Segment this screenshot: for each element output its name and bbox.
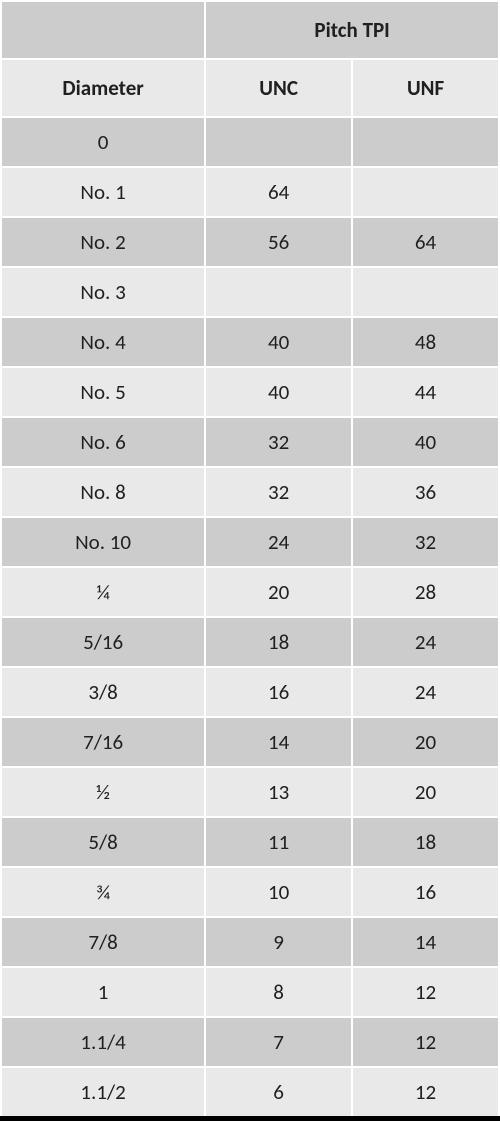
cell-diameter: No. 1 — [1, 167, 205, 217]
cell-diameter: No. 4 — [1, 317, 205, 367]
cell-diameter: ¾ — [1, 867, 205, 917]
cell-unf: 24 — [352, 617, 499, 667]
table-row: 1.1/2 6 12 — [1, 1067, 499, 1119]
cell-unf: 32 — [352, 517, 499, 567]
cell-unf — [352, 267, 499, 317]
table-row: No. 5 40 44 — [1, 367, 499, 417]
table-row: No. 10 24 32 — [1, 517, 499, 567]
cell-diameter: No. 8 — [1, 467, 205, 517]
cell-unf: 64 — [352, 217, 499, 267]
thread-pitch-table-container: Pitch TPI Diameter UNC UNF 0 No. 1 64 No… — [0, 0, 500, 1121]
cell-diameter: ½ — [1, 767, 205, 817]
table-row: 1.1/4 7 12 — [1, 1017, 499, 1067]
cell-diameter: No. 10 — [1, 517, 205, 567]
cell-unf: 40 — [352, 417, 499, 467]
cell-unc: 13 — [205, 767, 352, 817]
cell-unc: 10 — [205, 867, 352, 917]
cell-unc: 24 — [205, 517, 352, 567]
table-row: 3/8 16 24 — [1, 667, 499, 717]
table-row: ¾ 10 16 — [1, 867, 499, 917]
cell-unc: 20 — [205, 567, 352, 617]
cell-diameter: No. 3 — [1, 267, 205, 317]
cell-unf: 36 — [352, 467, 499, 517]
cell-unc: 9 — [205, 917, 352, 967]
cell-unf: 28 — [352, 567, 499, 617]
cell-unf — [352, 167, 499, 217]
cell-unc: 32 — [205, 417, 352, 467]
table-body: 0 No. 1 64 No. 2 56 64 No. 3 No. 4 — [1, 117, 499, 1119]
cell-unc: 64 — [205, 167, 352, 217]
table-row: 7/8 9 14 — [1, 917, 499, 967]
cell-diameter: 0 — [1, 117, 205, 167]
table-row: No. 2 56 64 — [1, 217, 499, 267]
cell-unc: 11 — [205, 817, 352, 867]
cell-unc: 8 — [205, 967, 352, 1017]
cell-diameter: 7/16 — [1, 717, 205, 767]
cell-diameter: 3/8 — [1, 667, 205, 717]
cell-unf: 12 — [352, 1017, 499, 1067]
table-row: No. 6 32 40 — [1, 417, 499, 467]
cell-diameter: 1.1/2 — [1, 1067, 205, 1119]
cell-unf: 14 — [352, 917, 499, 967]
table-row: ½ 13 20 — [1, 767, 499, 817]
table-row: No. 1 64 — [1, 167, 499, 217]
header-unc: UNC — [205, 59, 352, 117]
cell-unc: 7 — [205, 1017, 352, 1067]
cell-unc: 16 — [205, 667, 352, 717]
cell-diameter: 5/8 — [1, 817, 205, 867]
cell-diameter: 7/8 — [1, 917, 205, 967]
cell-unc: 18 — [205, 617, 352, 667]
table-row: 7/16 14 20 — [1, 717, 499, 767]
cell-unf: 24 — [352, 667, 499, 717]
cell-unc: 40 — [205, 317, 352, 367]
table-row: 0 — [1, 117, 499, 167]
cell-unc — [205, 117, 352, 167]
table-header-row-super: Pitch TPI — [1, 1, 499, 59]
table-row: No. 4 40 48 — [1, 317, 499, 367]
cell-unf: 18 — [352, 817, 499, 867]
header-pitch-tpi: Pitch TPI — [205, 1, 499, 59]
header-unf: UNF — [352, 59, 499, 117]
cell-diameter: 1 — [1, 967, 205, 1017]
cell-unf: 44 — [352, 367, 499, 417]
cell-diameter: ¼ — [1, 567, 205, 617]
cell-unf: 20 — [352, 717, 499, 767]
cell-unc: 32 — [205, 467, 352, 517]
thread-pitch-table: Pitch TPI Diameter UNC UNF 0 No. 1 64 No… — [0, 0, 500, 1121]
cell-diameter: 5/16 — [1, 617, 205, 667]
cell-diameter: 1.1/4 — [1, 1017, 205, 1067]
cell-unf: 16 — [352, 867, 499, 917]
header-blank-cell — [1, 1, 205, 59]
cell-diameter: No. 5 — [1, 367, 205, 417]
table-row: ¼ 20 28 — [1, 567, 499, 617]
cell-unf: 48 — [352, 317, 499, 367]
table-row: 1 8 12 — [1, 967, 499, 1017]
cell-diameter: No. 6 — [1, 417, 205, 467]
cell-unc: 6 — [205, 1067, 352, 1119]
cell-unc: 40 — [205, 367, 352, 417]
cell-unf: 20 — [352, 767, 499, 817]
cell-unc: 56 — [205, 217, 352, 267]
cell-unf: 12 — [352, 967, 499, 1017]
cell-unf: 12 — [352, 1067, 499, 1119]
table-row: 5/16 18 24 — [1, 617, 499, 667]
table-row: 5/8 11 18 — [1, 817, 499, 867]
cell-unc — [205, 267, 352, 317]
cell-unf — [352, 117, 499, 167]
table-header-row-cols: Diameter UNC UNF — [1, 59, 499, 117]
table-row: No. 3 — [1, 267, 499, 317]
cell-unc: 14 — [205, 717, 352, 767]
cell-diameter: No. 2 — [1, 217, 205, 267]
header-diameter: Diameter — [1, 59, 205, 117]
table-row: No. 8 32 36 — [1, 467, 499, 517]
